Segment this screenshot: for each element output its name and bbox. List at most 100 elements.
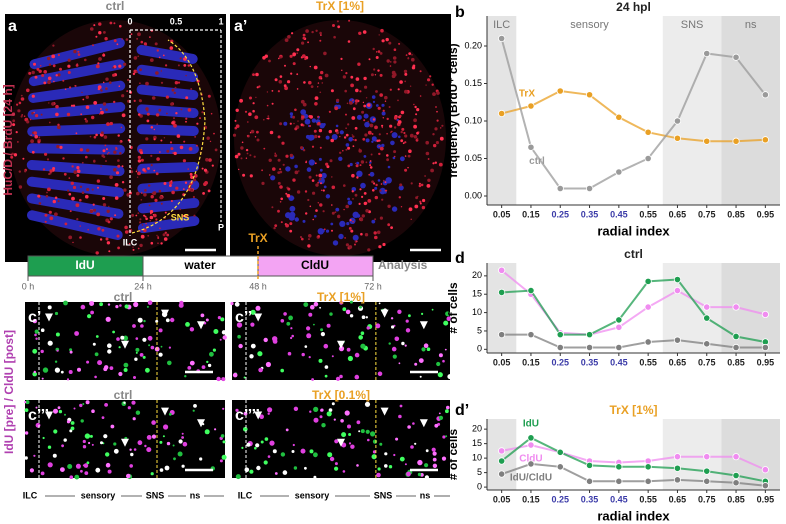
speck [140,192,143,194]
speck [132,246,134,248]
speck [64,222,68,226]
speck [32,348,38,354]
timeline-label: CldU [301,258,329,272]
speck [18,185,23,189]
speck [20,97,25,101]
speck [28,71,32,75]
x-tick-label: 0.85 [727,494,745,504]
x-tick-label: 0.25 [551,357,569,367]
speck [444,348,447,351]
panel-label: c’’ [235,309,252,326]
speck [97,62,100,65]
region-label: SNS [146,490,165,500]
speck [291,334,295,338]
speck [140,40,144,44]
speck [356,114,362,120]
speck [314,214,317,218]
speck [370,73,374,77]
speck [393,116,398,120]
speck [391,132,398,139]
data-point [615,343,623,352]
speck [263,147,266,150]
speck [126,90,129,92]
speck [420,183,424,187]
speck [402,142,405,145]
speck [434,127,438,131]
speck [41,377,44,380]
speck [361,214,365,218]
data-point [527,434,535,442]
speck [334,462,338,466]
speck [345,72,348,75]
speck [159,227,161,230]
speck [330,222,334,226]
speck [61,444,64,448]
speck [146,435,152,440]
speck [376,51,378,53]
timeline-label: water [183,258,216,272]
scale-label: 1 [218,16,223,26]
speck [364,401,371,407]
speck [439,136,444,141]
speck [272,167,276,171]
time-label: 48 h [249,281,267,291]
speck [384,95,388,100]
speck [304,190,308,193]
speck [91,188,94,191]
image-title: ctrl [106,0,125,13]
speck [201,167,204,170]
speck [301,114,303,117]
speck [391,74,396,79]
data-point [556,331,564,339]
speck [62,157,65,160]
speck [118,85,121,87]
speck [118,64,122,68]
speck [29,468,34,473]
x-tick-label: 0.75 [698,494,716,504]
speck [350,229,354,233]
speck [289,229,293,233]
speck [93,160,96,163]
speck [324,374,328,378]
speck [55,74,58,77]
speck [311,378,314,381]
speck [398,414,402,419]
speck [271,206,274,209]
speck [362,137,366,141]
speck [238,168,240,171]
speck [331,355,334,358]
speck [130,33,133,35]
speck [241,141,244,144]
speck [72,241,74,244]
speck [313,129,317,133]
speck [163,182,167,185]
speck [389,65,392,67]
speck [40,349,44,354]
speck [146,119,150,123]
speck [445,311,450,317]
speck [354,126,358,130]
speck [293,122,295,125]
speck [143,193,147,197]
speck [70,421,75,425]
speck [192,195,195,199]
speck [163,424,169,430]
speck [177,451,183,457]
speck [308,159,315,166]
speck [203,168,208,172]
speck [302,124,305,127]
speck [304,466,307,470]
speck [289,211,296,218]
speck [359,217,364,222]
speck [290,336,293,340]
speck [188,147,193,151]
speck [75,132,78,135]
speck [31,70,35,75]
speck [347,123,350,126]
speck [238,343,243,349]
speck [169,181,173,185]
speck [294,164,298,169]
speck [339,130,344,135]
speck [137,159,142,163]
region-band [721,16,780,205]
